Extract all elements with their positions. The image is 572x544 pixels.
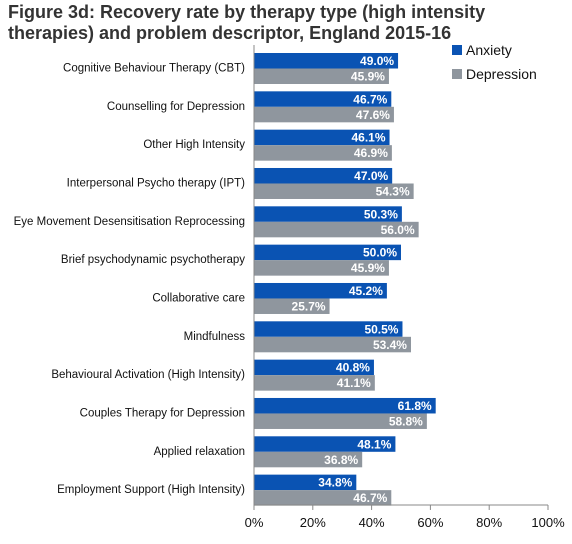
depression-value-label: 45.9% <box>351 70 385 84</box>
depression-value-label: 36.8% <box>324 453 358 467</box>
x-tick-label: 20% <box>300 515 326 530</box>
depression-bar <box>254 413 427 429</box>
anxiety-value-label: 47.0% <box>354 169 388 183</box>
depression-bar <box>254 145 392 161</box>
anxiety-bar <box>254 282 387 299</box>
x-tick-label: 0% <box>245 515 264 530</box>
category-label: Mindfulness <box>184 331 246 343</box>
anxiety-value-label: 48.1% <box>357 437 391 451</box>
anxiety-bar <box>254 129 390 146</box>
depression-bar <box>254 336 411 353</box>
depression-value-label: 46.7% <box>353 491 387 505</box>
anxiety-value-label: 50.5% <box>364 322 398 336</box>
anxiety-value-label: 34.8% <box>318 476 352 490</box>
category-label: Brief psychodynamic psychotherapy <box>61 254 245 266</box>
depression-value-label: 45.9% <box>351 261 385 275</box>
anxiety-bar <box>254 474 357 491</box>
category-label: Couples Therapy for Depression <box>80 407 245 419</box>
legend-swatch-anxiety <box>452 45 462 55</box>
depression-bar <box>254 490 392 506</box>
depression-value-label: 58.8% <box>389 414 423 428</box>
legend-swatch-depression <box>452 69 462 79</box>
category-label: Eye Movement Desensitisation Reprocessin… <box>14 216 245 228</box>
anxiety-value-label: 40.8% <box>336 361 370 375</box>
depression-value-label: 56.0% <box>381 223 415 237</box>
category-label: Behavioural Activation (High Intensity) <box>51 369 245 381</box>
x-tick-label: 40% <box>359 515 385 530</box>
anxiety-value-label: 50.3% <box>364 207 398 221</box>
anxiety-bar <box>254 206 402 222</box>
depression-value-label: 25.7% <box>292 299 326 313</box>
chart-title: Figure 3d: Recovery rate by therapy type… <box>8 2 486 43</box>
anxiety-bar <box>254 397 436 414</box>
depression-bar <box>254 221 419 238</box>
category-label: Applied relaxation <box>154 446 245 458</box>
depression-value-label: 53.4% <box>373 338 407 352</box>
category-label: Other High Intensity <box>143 139 245 151</box>
depression-value-label: 54.3% <box>376 184 410 198</box>
category-label: Cognitive Behaviour Therapy (CBT) <box>63 63 245 75</box>
depression-bar <box>254 68 389 84</box>
anxiety-bar <box>254 321 403 337</box>
legend-label-anxiety: Anxiety <box>466 42 512 58</box>
depression-bar <box>254 183 414 199</box>
anxiety-value-label: 45.2% <box>349 284 383 298</box>
depression-bar <box>254 375 375 391</box>
depression-bar <box>254 298 330 314</box>
depression-value-label: 41.1% <box>337 376 371 390</box>
x-tick-label: 100% <box>531 515 565 530</box>
x-tick-label: 80% <box>476 515 502 530</box>
depression-bar <box>254 451 363 468</box>
x-tick-label: 60% <box>417 515 443 530</box>
anxiety-value-label: 46.1% <box>352 131 386 145</box>
category-label: Employment Support (High Intensity) <box>57 484 245 496</box>
anxiety-bar <box>254 91 392 107</box>
anxiety-bar <box>254 244 401 261</box>
depression-value-label: 46.9% <box>354 146 388 160</box>
category-label: Interpersonal Psycho therapy (IPT) <box>67 177 245 189</box>
anxiety-value-label: 61.8% <box>398 399 432 413</box>
depression-bar <box>254 260 389 276</box>
category-label: Counselling for Depression <box>107 101 245 113</box>
depression-bar <box>254 106 394 123</box>
anxiety-bar <box>254 359 374 376</box>
legend-label-depression: Depression <box>466 66 537 82</box>
anxiety-value-label: 50.0% <box>363 246 397 260</box>
anxiety-bar <box>254 436 396 452</box>
anxiety-bar <box>254 53 399 69</box>
anxiety-bar <box>254 167 393 184</box>
category-label: Collaborative care <box>152 292 245 304</box>
anxiety-value-label: 49.0% <box>360 54 394 68</box>
anxiety-value-label: 46.7% <box>353 92 387 106</box>
depression-value-label: 47.6% <box>356 108 390 122</box>
